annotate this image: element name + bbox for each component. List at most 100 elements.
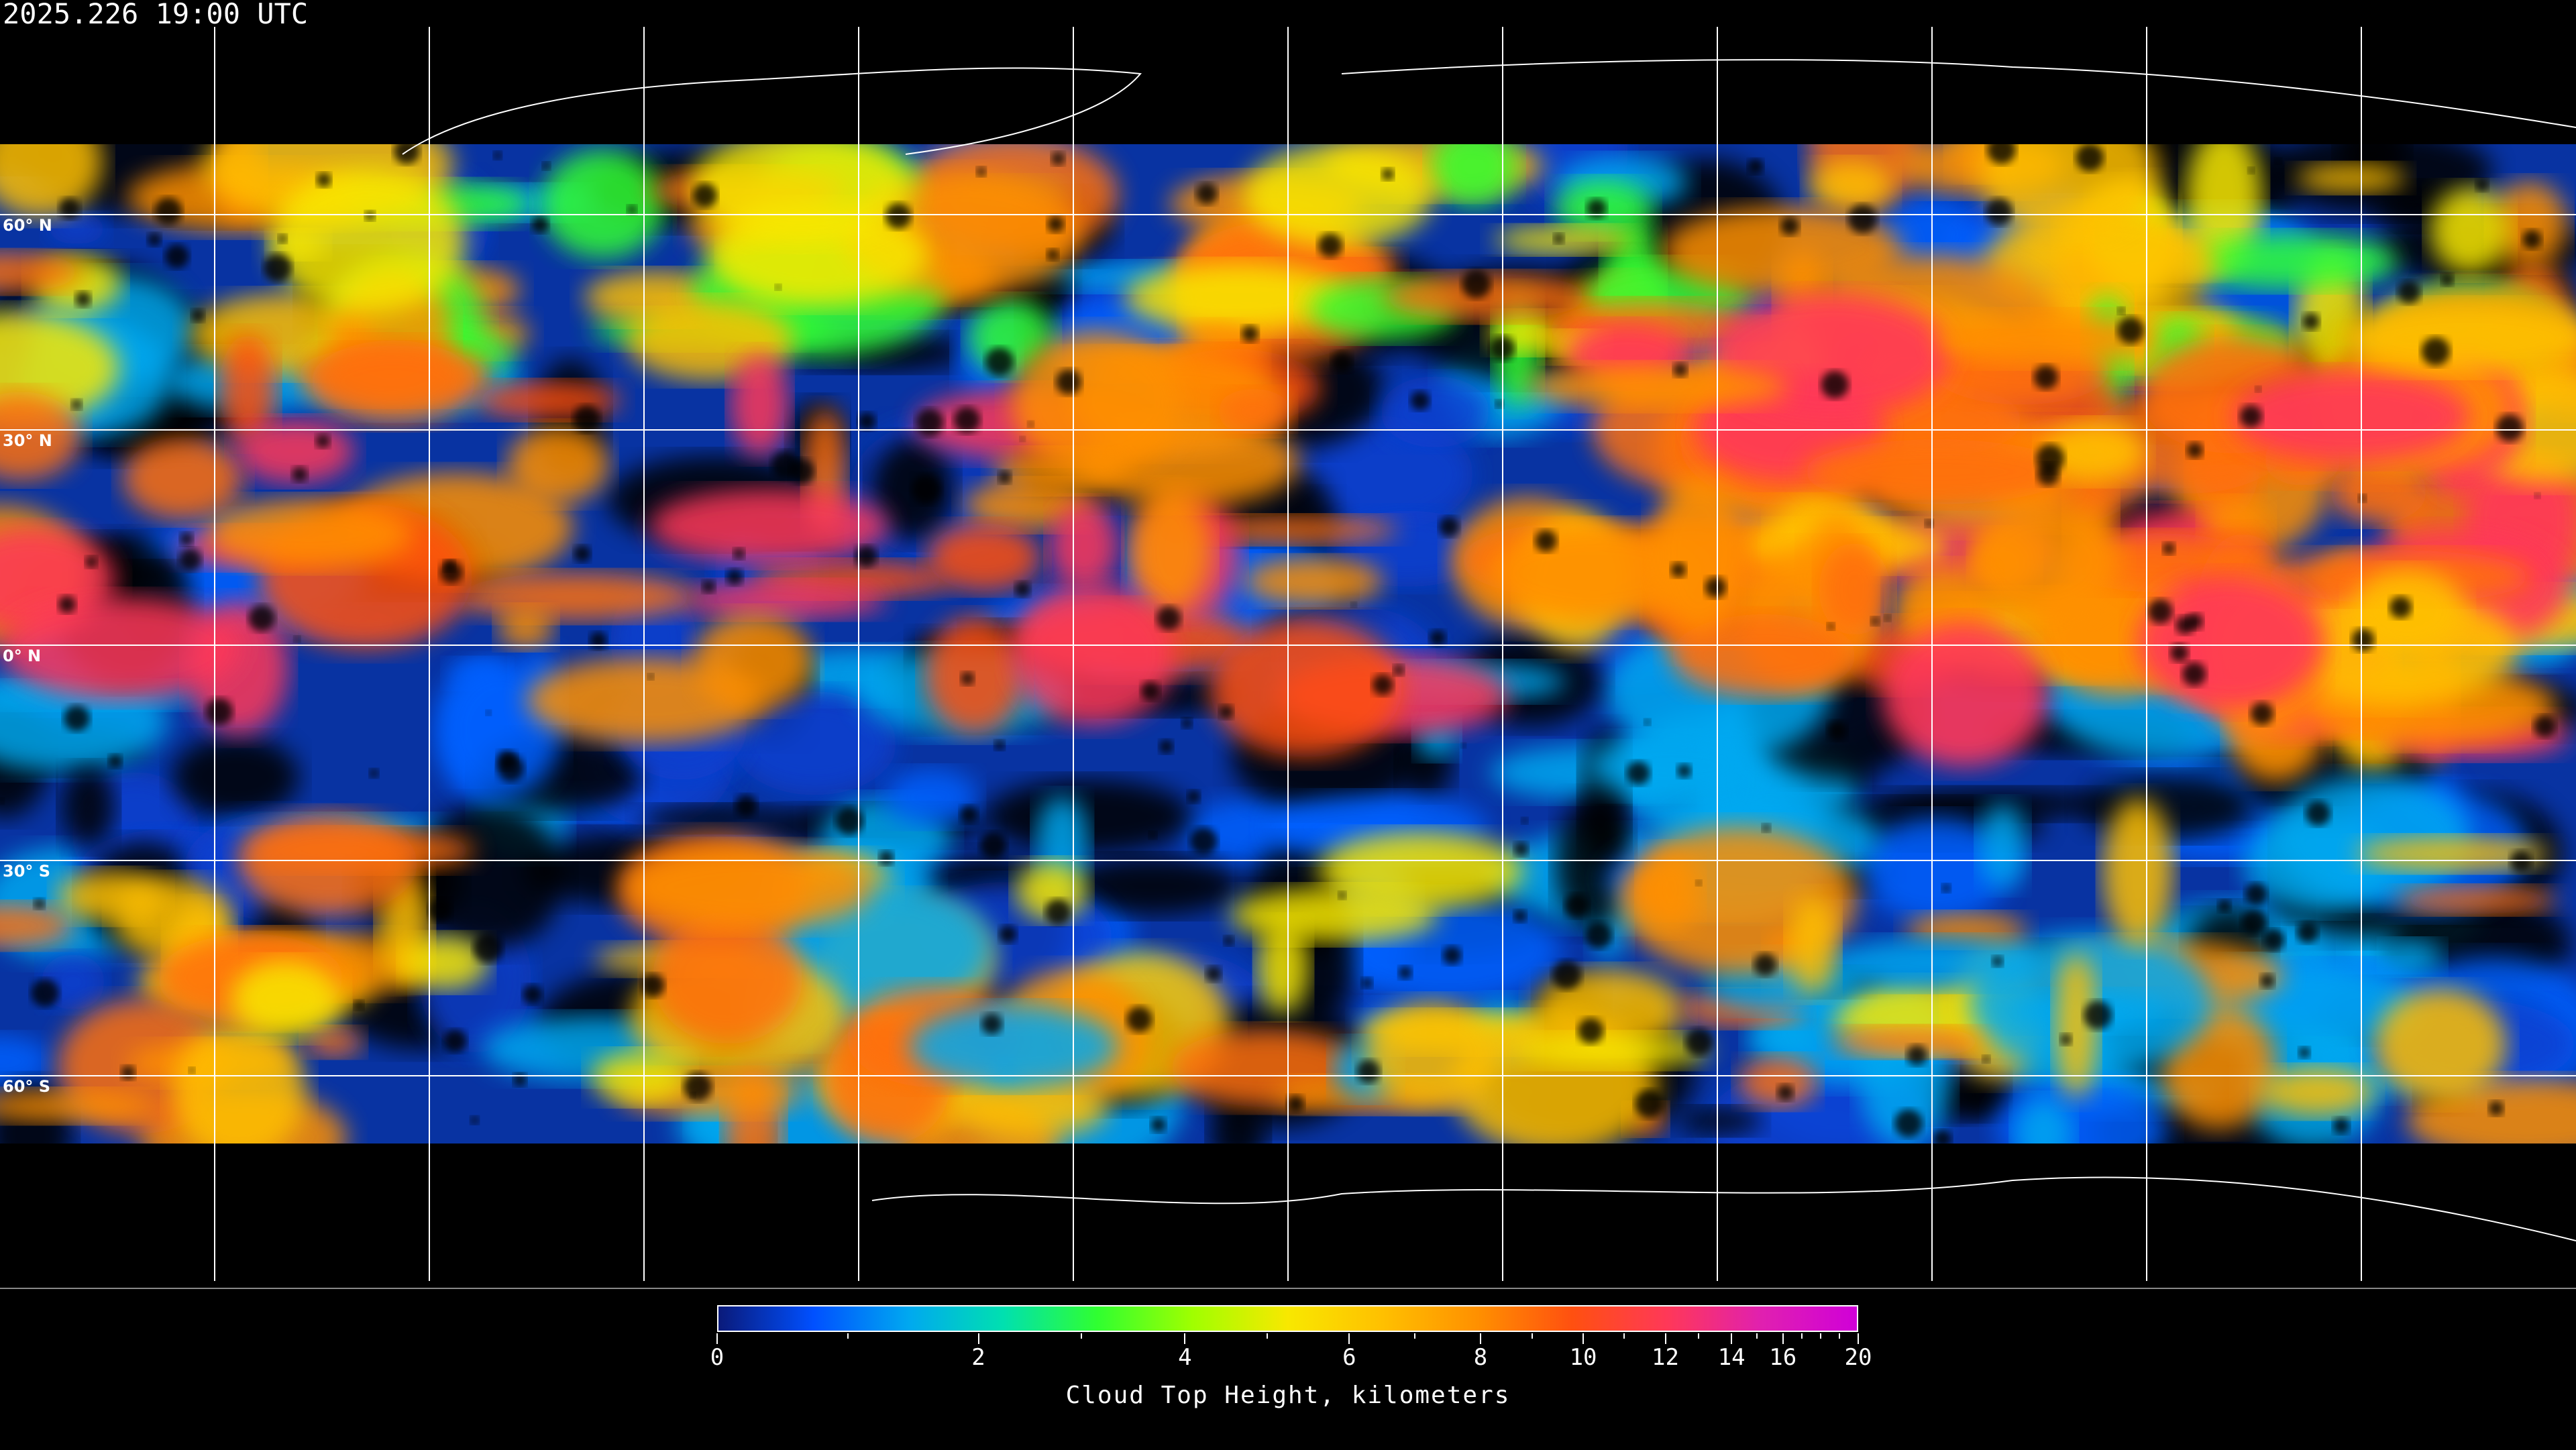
colorbar-major-tick (1664, 1333, 1666, 1344)
clear-sky-speck (2182, 662, 2206, 686)
clear-sky-speck (1159, 739, 1173, 754)
clear-sky-speck (108, 754, 122, 769)
clear-sky-speck (1027, 421, 1034, 428)
clear-sky-speck (573, 405, 600, 433)
cloud-patch (2356, 836, 2550, 872)
cloud-patch (458, 572, 694, 621)
clear-sky-speck (1535, 530, 1557, 552)
clear-sky-speck (2186, 442, 2204, 459)
clear-sky-speck (1513, 842, 1529, 856)
cloud-patch (1862, 816, 2011, 922)
colorbar-minor-tick (1531, 1333, 1533, 1339)
clear-sky-speck (1318, 233, 1343, 258)
colorbar-minor-tick (1081, 1333, 1083, 1339)
clear-sky-speck (1356, 1060, 1381, 1083)
cloud-patch (474, 381, 621, 419)
clear-sky-speck (2534, 492, 2540, 499)
clear-sky-speck (34, 898, 45, 909)
colorbar-major-tick (977, 1333, 979, 1344)
clear-sky-speck (292, 466, 308, 482)
clear-sky-speck (1045, 899, 1071, 925)
clear-sky-speck (121, 1065, 136, 1080)
cloud-patch (1383, 273, 1589, 321)
clear-sky-speck (1982, 1055, 1990, 1064)
clear-sky-speck (493, 151, 502, 160)
cloud-patch (270, 168, 466, 314)
clear-sky-speck (1685, 1028, 1713, 1056)
cloud-patch (1819, 543, 1890, 636)
clear-sky-speck (2332, 1117, 2350, 1134)
cloud-patch (1808, 160, 1894, 212)
clear-sky-speck (354, 1000, 364, 1011)
clear-sky-speck (2298, 1046, 2310, 1058)
cloud-patch (2396, 886, 2557, 914)
clear-sky-speck (2510, 850, 2532, 873)
clear-sky-speck (1372, 674, 1393, 695)
clear-sky-speck (733, 547, 745, 560)
clear-sky-speck (154, 197, 182, 225)
colorbar (717, 1305, 1858, 1332)
colorbar-tick-label: 2 (971, 1344, 985, 1371)
colorbar-major-tick (1479, 1333, 1481, 1344)
clear-sky-speck (1754, 953, 1777, 977)
clear-sky-speck (885, 203, 912, 229)
clear-sky-speck (835, 807, 864, 835)
clear-sky-speck (164, 244, 189, 269)
clear-sky-speck (1462, 269, 1491, 298)
clear-sky-speck (1181, 718, 1193, 729)
clear-sky-speck (64, 705, 90, 732)
clear-sky-speck (2218, 899, 2231, 913)
clear-sky-speck (2274, 158, 2282, 165)
colorbar-major-tick (1731, 1333, 1733, 1344)
clear-sky-speck (960, 805, 978, 824)
clear-sky-speck (205, 698, 233, 726)
cloud-patch (506, 426, 609, 503)
clear-sky-speck (2162, 542, 2176, 555)
cloud-patch (1978, 802, 2027, 889)
clear-sky-speck (1381, 168, 1395, 181)
clear-sky-speck (1553, 233, 1564, 244)
clear-sky-speck (2440, 273, 2454, 286)
cloud-patch (46, 213, 108, 244)
clear-sky-speck (2033, 365, 2059, 390)
cloud-patch (0, 392, 81, 480)
colorbar-tick-label: 0 (710, 1344, 724, 1371)
clear-sky-speck (879, 850, 894, 866)
cloud-patch (639, 805, 780, 832)
colorbar-tick-label: 14 (1717, 1344, 1746, 1371)
clear-sky-speck (1705, 576, 1727, 598)
lat-label-0n: 0° N (3, 647, 42, 665)
clear-sky-speck (2260, 973, 2275, 989)
cloud-patch (1015, 861, 1087, 920)
clear-sky-speck (2533, 715, 2556, 738)
cloud-patch (1968, 500, 2121, 621)
cloud-patch (1588, 734, 1756, 797)
cloud-patch (2430, 186, 2510, 274)
clear-sky-speck (2176, 615, 2195, 635)
cloud-patch (1937, 312, 2159, 366)
clear-sky-speck (979, 832, 1007, 859)
clear-sky-speck (1626, 761, 1650, 785)
cloud-patch (2296, 163, 2406, 193)
cloud-patch (909, 1006, 1118, 1087)
cloud-patch (1191, 516, 1399, 544)
clear-sky-speck (1521, 817, 1528, 824)
cloud-patch (590, 1052, 690, 1104)
colorbar-minor-tick (1697, 1333, 1699, 1339)
clear-sky-speck (2296, 922, 2318, 943)
clear-sky-speck (627, 205, 637, 215)
clear-sky-speck (1827, 720, 1847, 740)
clear-sky-speck (726, 569, 743, 585)
cloud-patch (240, 813, 418, 915)
clear-sky-speck (994, 740, 1005, 750)
cloud-patch (0, 1090, 154, 1123)
clear-sky-speck (1020, 436, 1026, 442)
clear-sky-speck (75, 291, 91, 307)
clear-sky-speck (1670, 562, 1686, 578)
clear-sky-speck (443, 559, 455, 572)
cloud-patch (2137, 576, 2323, 709)
clear-sky-speck (775, 284, 782, 290)
clear-sky-speck (2241, 909, 2267, 936)
cloud-patch (57, 871, 165, 922)
colorbar-legend: 0 2 4 6 8 10 12 14 16 20 Cloud Top Height, kilome… (0, 1288, 2576, 1450)
